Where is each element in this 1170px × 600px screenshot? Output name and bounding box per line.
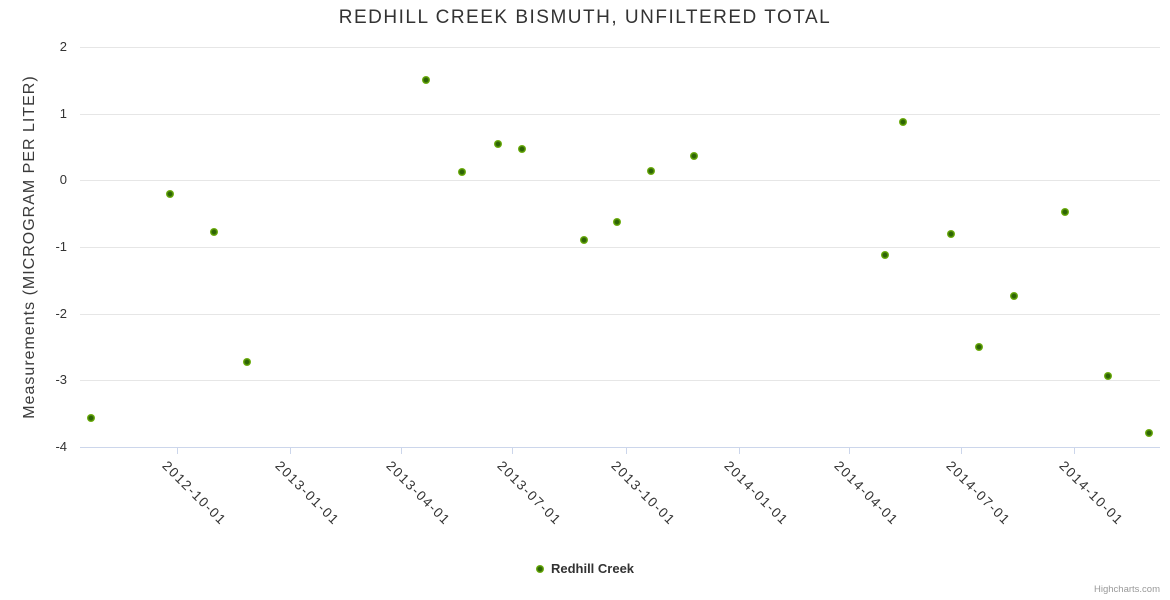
data-point[interactable] xyxy=(209,228,218,237)
x-axis-tick xyxy=(1073,448,1075,454)
data-point[interactable] xyxy=(947,230,956,239)
data-point[interactable] xyxy=(612,218,621,227)
data-point[interactable] xyxy=(422,76,431,85)
x-axis-label: 2014-10-01 xyxy=(1056,458,1127,529)
x-axis-tick xyxy=(512,448,514,454)
x-axis-label: 2013-01-01 xyxy=(272,458,343,529)
data-point[interactable] xyxy=(975,343,984,351)
x-axis-label: 2013-10-01 xyxy=(607,458,678,529)
x-axis-tick xyxy=(960,448,962,454)
data-point[interactable] xyxy=(493,140,502,149)
highcharts-credits-link[interactable]: Highcharts.com xyxy=(1094,584,1160,595)
data-point[interactable] xyxy=(647,167,656,175)
data-point[interactable] xyxy=(1061,208,1070,217)
x-axis-label: 2014-07-01 xyxy=(943,458,1014,529)
x-axis-label: 2013-07-01 xyxy=(494,458,565,529)
data-point[interactable] xyxy=(899,118,908,127)
gridline xyxy=(80,113,1160,115)
gridline xyxy=(80,180,1160,182)
x-axis-tick xyxy=(400,448,402,454)
y-axis-label: 1 xyxy=(59,105,67,121)
data-point[interactable] xyxy=(87,413,96,422)
data-point[interactable] xyxy=(458,168,467,177)
y-axis-label: 2 xyxy=(59,39,67,54)
y-axis-label: -2 xyxy=(55,305,67,321)
x-axis-tick xyxy=(290,448,292,454)
x-axis-line xyxy=(80,447,1160,448)
gridline xyxy=(80,247,1160,248)
data-point[interactable] xyxy=(1144,429,1153,437)
gridline xyxy=(80,47,1160,48)
data-point[interactable] xyxy=(690,152,699,161)
gridline xyxy=(80,313,1160,315)
data-point[interactable] xyxy=(1104,372,1113,381)
data-point[interactable] xyxy=(243,358,252,367)
x-axis-label: 2014-01-01 xyxy=(720,458,792,529)
y-axis-label: -1 xyxy=(55,239,67,254)
y-axis-label: 0 xyxy=(59,172,67,188)
y-axis-label: -3 xyxy=(55,372,67,388)
chart-title: REDHILL CREEK BISMUTH, UNFILTERED TOTAL xyxy=(338,7,832,28)
x-axis-tick xyxy=(849,448,851,454)
data-point[interactable] xyxy=(880,251,889,259)
x-axis-tick xyxy=(177,448,179,454)
data-point[interactable] xyxy=(165,190,174,199)
legend-item-redhill-creek[interactable]: Redhill Creek xyxy=(550,561,635,576)
gridline xyxy=(80,380,1160,382)
legend: Redhill Creek xyxy=(0,561,1170,576)
x-axis-label: 2013-04-01 xyxy=(383,458,454,529)
x-axis-tick xyxy=(625,448,627,454)
x-axis-label: 2012-10-01 xyxy=(159,458,230,529)
data-point[interactable] xyxy=(579,236,588,245)
data-point[interactable] xyxy=(518,145,527,153)
x-axis-tick xyxy=(738,448,740,454)
data-point[interactable] xyxy=(1009,292,1018,301)
x-axis-label: 2014-04-01 xyxy=(831,458,902,529)
legend-marker-icon xyxy=(535,564,544,573)
y-axis-label: -4 xyxy=(55,439,67,454)
